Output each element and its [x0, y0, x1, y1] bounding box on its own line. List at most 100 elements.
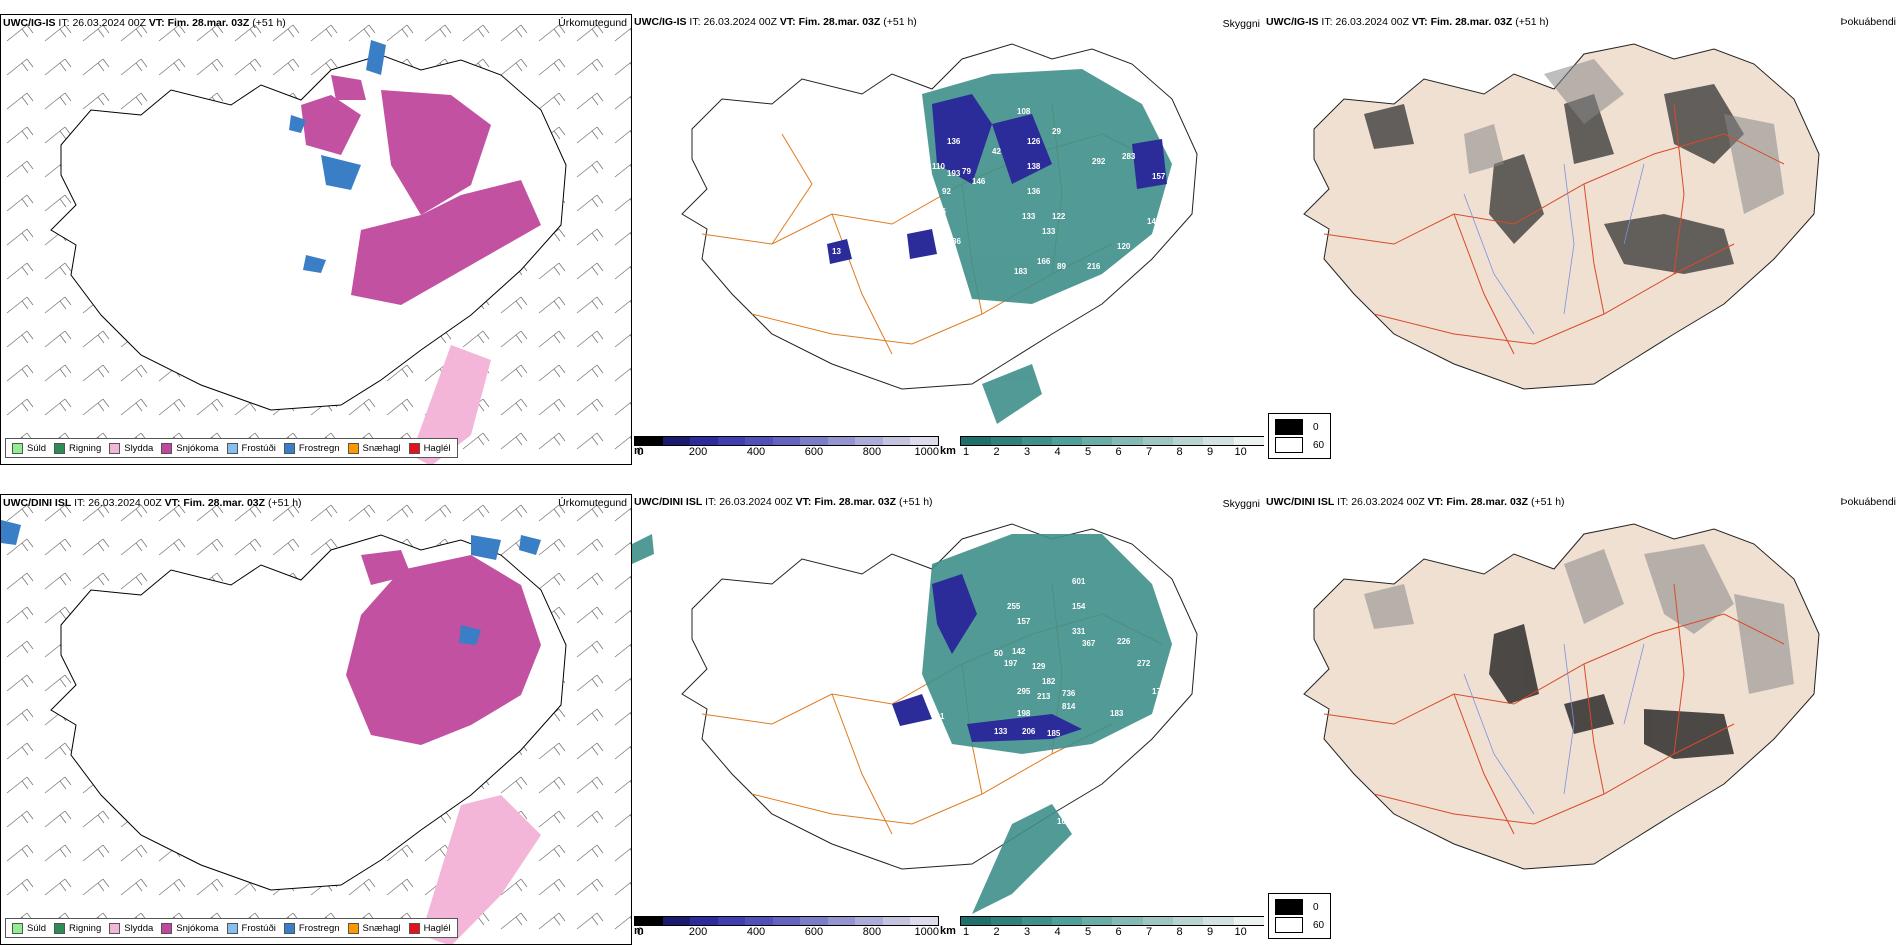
tick-label: 8 — [1176, 446, 1183, 458]
vis-label-13: 272 — [1137, 659, 1151, 668]
header-1b: UWC/IG-IS IT: 26.03.2024 00Z VT: Fim. 28… — [634, 16, 917, 28]
colorbar-m-unit: m — [634, 445, 644, 457]
header-2b: UWC/DINI ISL IT: 26.03.2024 00Z VT: Fim.… — [634, 496, 933, 508]
cbar-swatch — [910, 437, 939, 445]
cbar-swatch — [662, 437, 691, 445]
fog-legend-swatch — [1275, 419, 1303, 435]
vis-label-1: 108 — [1017, 107, 1031, 116]
vis-label-28: 947 — [1057, 297, 1071, 306]
iceland-outline — [1303, 523, 1820, 870]
iceland-map-precip-1 — [1, 15, 631, 464]
panel-title: Úrkomutegund — [558, 17, 627, 29]
vis-label-9: 142 — [1012, 647, 1026, 656]
visibility-labels: 108 29 126 42 136 110 157 79 138 292 283… — [832, 107, 1181, 348]
vis-label-4: 42 — [992, 147, 1001, 156]
vis-label-11: 197 — [1004, 659, 1018, 668]
cbar-swatch — [1112, 437, 1143, 445]
tick-label: 600 — [804, 446, 824, 458]
legend-swatch — [226, 922, 238, 934]
fog-panel-1: UWC/IG-IS IT: 26.03.2024 00Z VT: Fim. 28… — [1264, 14, 1900, 465]
vis-label-14: 86 — [937, 207, 946, 216]
cbar-swatch — [1233, 917, 1264, 925]
vis-label-17: 814 — [1062, 702, 1076, 711]
panel-title: Þokuábendi — [1840, 496, 1896, 508]
vis-label-3: 154 — [1072, 602, 1086, 611]
colorbar-km-ticks: 1 2 3 4 5 6 7 8 9 10 — [960, 926, 1264, 940]
snow-areas — [346, 550, 541, 745]
legend-item: Súld — [12, 442, 46, 454]
vis-label-6: 367 — [1082, 639, 1096, 648]
tick-label: 1000 — [914, 926, 940, 938]
cbar-swatch — [717, 917, 746, 925]
panel-title: Skyggni — [1222, 18, 1260, 30]
vis-label-32: 10 — [1057, 339, 1066, 348]
cbar-swatch — [1021, 917, 1052, 925]
cbar-swatch — [1233, 437, 1264, 445]
precip-legend: Súld Rigning Slydda Snjókoma Frostúði Fr… — [5, 438, 458, 458]
colorbar-m-swatches — [634, 916, 939, 926]
cbar-swatch — [635, 437, 663, 445]
vis-label-24: 185 — [1047, 729, 1061, 738]
cbar-swatch — [1051, 437, 1083, 445]
cbar-swatch — [1082, 437, 1113, 445]
cbar-swatch — [882, 437, 911, 445]
vis-label-31: 13 — [832, 247, 841, 256]
fog-legend-row: 60 — [1275, 436, 1324, 454]
vis-label-20: 200 — [1167, 192, 1181, 201]
legend-item: Haglél — [408, 442, 451, 454]
vis-label-23: 166 — [1037, 257, 1051, 266]
cbar-swatch — [961, 437, 992, 445]
tick-label: 1 — [963, 926, 970, 938]
cbar-swatch — [772, 917, 801, 925]
visibility-panel-2: 601 255 154 157 331 367 226 50 142 129 1… — [632, 494, 1264, 945]
tick-label: 10 — [1234, 926, 1247, 938]
legend-swatch — [54, 442, 66, 454]
tick-label: 800 — [862, 446, 882, 458]
road-network — [1323, 103, 1785, 355]
fog-legend-1: 0 60 — [1268, 413, 1332, 459]
cbar-swatch — [745, 917, 773, 925]
colorbar-m: 0 200 400 600 800 1000 m — [634, 916, 939, 940]
vis-label-12: 182 — [1042, 677, 1056, 686]
vis-label-22: 133 — [994, 727, 1008, 736]
tick-label: 1 — [963, 446, 970, 458]
colorbar-km-unit: km — [940, 925, 956, 937]
cbar-swatch — [991, 917, 1022, 925]
legend-swatch — [283, 442, 295, 454]
vis-label-4: 157 — [1017, 617, 1031, 626]
iceland-map-fog-2 — [1303, 523, 1820, 870]
colorbar-m-swatches — [634, 436, 939, 446]
visibility-m-areas — [892, 574, 1082, 742]
vis-label-12: 92 — [942, 187, 951, 196]
vis-label-20: 183 — [1110, 709, 1124, 718]
colorbar-m-unit: m — [634, 925, 644, 937]
vis-label-5: 331 — [1072, 627, 1086, 636]
vis-label-3: 126 — [1027, 137, 1041, 146]
vis-label-11: 283 — [1122, 152, 1136, 161]
precip-type-panel-2: UWC/DINI ISL IT: 26.03.2024 00Z VT: Fim.… — [0, 494, 632, 945]
tick-label: 3 — [1024, 446, 1031, 458]
legend-swatch — [54, 922, 66, 934]
header-1: UWC/IG-IS IT: 26.03.2024 00Z VT: Fim. 28… — [3, 17, 286, 29]
legend-item: Slydda — [109, 442, 153, 454]
legend-item: Frostúði — [226, 922, 276, 934]
precip-type-panel-1: UWC/IG-IS IT: 26.03.2024 00Z VT: Fim. 28… — [0, 14, 632, 465]
legend-swatch — [283, 922, 295, 934]
cbar-swatch — [690, 437, 718, 445]
visibility-labels: 601 255 154 157 331 367 226 50 142 129 1… — [932, 577, 1166, 826]
cbar-swatch — [991, 437, 1022, 445]
legend-swatch — [347, 922, 359, 934]
legend-item: Rigning — [54, 442, 101, 454]
tick-label: 2 — [993, 926, 1000, 938]
vis-label-27: 183 — [1014, 267, 1028, 276]
tick-label: 8 — [1176, 926, 1183, 938]
legend-swatch — [347, 442, 359, 454]
cbar-swatch — [1173, 917, 1204, 925]
iceland-map-visibility-1: 108 29 126 42 136 110 157 79 138 292 283… — [681, 43, 1198, 424]
vis-label-15: 136 — [1027, 187, 1041, 196]
tick-label: 600 — [804, 926, 824, 938]
tick-label: 0 — [637, 926, 644, 938]
header-1c: UWC/IG-IS IT: 26.03.2024 00Z VT: Fim. 28… — [1266, 16, 1549, 28]
legend-swatch — [226, 442, 238, 454]
fog-dark-areas — [1364, 84, 1744, 274]
